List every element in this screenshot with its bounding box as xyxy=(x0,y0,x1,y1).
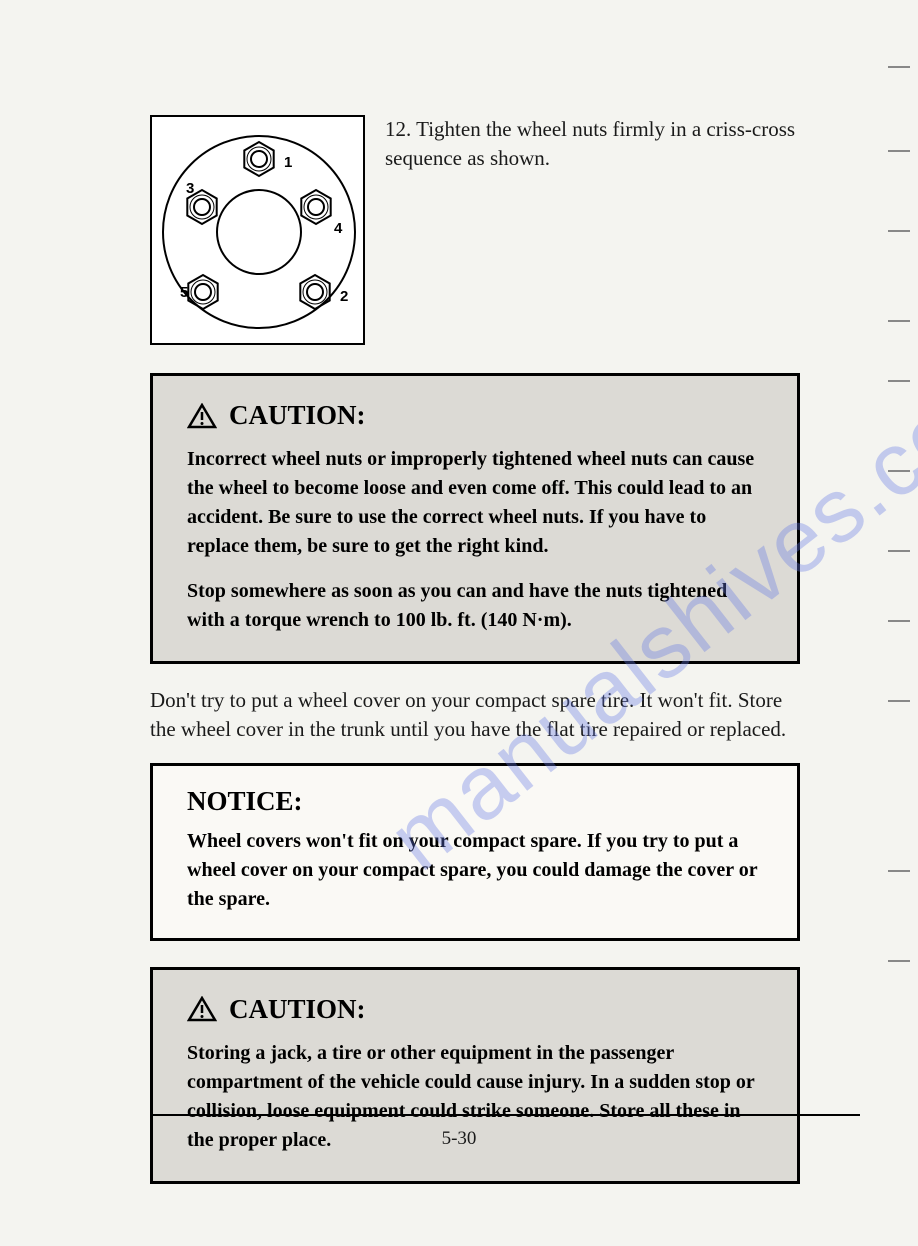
caution-label-1: CAUTION: xyxy=(229,400,366,431)
step-body: Tighten the wheel nuts firmly in a criss… xyxy=(385,117,795,170)
caution-title-2: CAUTION: xyxy=(187,994,763,1025)
caution-1-para-2: Stop somewhere as soon as you can and ha… xyxy=(187,577,763,635)
caution-box-1: CAUTION: Incorrect wheel nuts or imprope… xyxy=(150,373,800,664)
notice-body: Wheel covers won't fit on your compact s… xyxy=(187,827,763,914)
svg-text:3: 3 xyxy=(186,180,194,197)
nut-sequence-diagram: 1 2 3 4 5 xyxy=(150,115,365,345)
scan-artifacts xyxy=(880,0,910,1188)
step-section: 1 2 3 4 5 12. Tighten the wheel nuts firmly … xyxy=(150,115,800,345)
page-content: 1 2 3 4 5 12. Tighten the wheel nuts firmly … xyxy=(0,0,860,1246)
warning-triangle-icon xyxy=(187,403,217,429)
caution-title-1: CAUTION: xyxy=(187,400,763,431)
caution-label-2: CAUTION: xyxy=(229,994,366,1025)
body-paragraph: Don't try to put a wheel cover on your c… xyxy=(150,686,800,745)
caution-box-2: CAUTION: Storing a jack, a tire or other… xyxy=(150,967,800,1184)
page-number: 5-30 xyxy=(442,1128,477,1149)
notice-box: NOTICE: Wheel covers won't fit on your c… xyxy=(150,763,800,941)
svg-text:4: 4 xyxy=(334,220,343,237)
svg-text:2: 2 xyxy=(340,288,348,305)
step-number: 12. xyxy=(385,117,411,141)
svg-text:5: 5 xyxy=(180,284,188,301)
notice-title: NOTICE: xyxy=(187,786,763,817)
page-footer: 5-30 xyxy=(0,1114,918,1150)
caution-body-1: Incorrect wheel nuts or improperly tight… xyxy=(187,445,763,635)
warning-triangle-icon xyxy=(187,996,217,1022)
footer-rule xyxy=(150,1114,860,1116)
step-instruction: 12. Tighten the wheel nuts firmly in a c… xyxy=(385,115,800,345)
svg-text:1: 1 xyxy=(284,154,292,171)
caution-1-para-1: Incorrect wheel nuts or improperly tight… xyxy=(187,445,763,561)
